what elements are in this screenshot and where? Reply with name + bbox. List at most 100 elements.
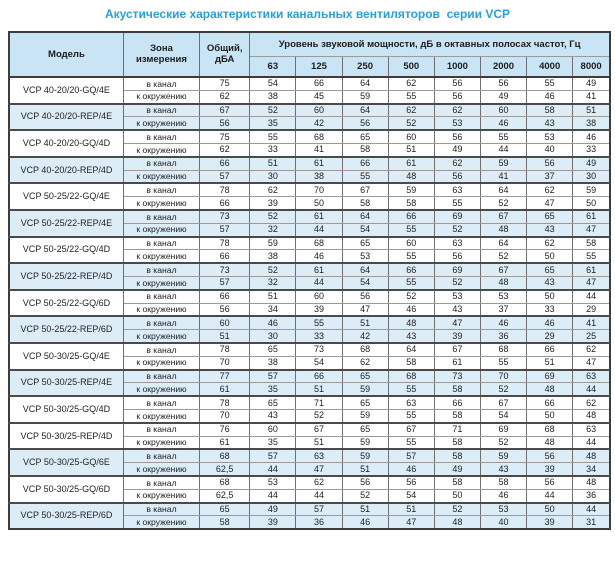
spl-value-cell-63hz: 49: [249, 501, 297, 517]
total-dba-cell: 75: [199, 129, 251, 144]
total-dba-cell: 73: [199, 262, 251, 277]
spl-value-cell-2000hz: 49: [479, 89, 528, 105]
spl-value-cell-2000hz: 43: [479, 462, 528, 477]
spl-value-cell-250hz: 59: [341, 89, 389, 105]
spl-value-cell-500hz: 66: [387, 262, 435, 277]
spl-value-cell-500hz: 64: [387, 341, 435, 357]
spl-value-cell-8000hz: 33: [572, 142, 611, 158]
total-dba-cell: 78: [199, 235, 251, 251]
spl-value-cell-63hz: 39: [249, 196, 297, 211]
model-cell: VCP 50-30/25-REP/4D: [8, 421, 124, 450]
spl-value-cell-63hz: 33: [249, 142, 297, 158]
spl-value-cell-500hz: 62: [387, 102, 435, 118]
spl-value-cell-4000hz: 50: [526, 501, 574, 517]
spl-value-cell-4000hz: 47: [526, 196, 574, 211]
spl-value-cell-4000hz: 56: [526, 448, 574, 464]
total-dba-cell: 60: [199, 315, 251, 331]
table-row: к окружению 62,5 44 44 52 54 50 46 44 36: [9, 488, 611, 504]
spl-value-cell-500hz: 55: [387, 275, 435, 291]
zone-cell: в канал: [122, 75, 201, 91]
spl-value-cell-125hz: 41: [295, 142, 343, 158]
spl-value-cell-125hz: 36: [295, 515, 343, 530]
spl-value-cell-4000hz: 50: [526, 249, 574, 264]
spl-value-cell-125hz: 38: [295, 169, 343, 184]
total-dba-cell: 57: [199, 169, 251, 184]
table-row: VCP 50-25/22-REP/6D в канал 60 46 55 51 48 47 46…: [8, 315, 611, 344]
spl-value-cell-4000hz: 48: [526, 382, 574, 397]
zone-cell: к окружению: [122, 142, 201, 158]
spl-value-cell-4000hz: 51: [526, 355, 574, 371]
spl-value-cell-8000hz: 31: [572, 515, 611, 530]
spl-value-cell-63hz: 57: [249, 448, 297, 464]
spl-value-cell-125hz: 42: [295, 116, 343, 131]
spl-value-cell-125hz: 52: [295, 408, 343, 424]
spl-value-cell-250hz: 58: [341, 196, 389, 211]
spl-value-cell-500hz: 58: [387, 196, 435, 211]
spl-value-cell-2000hz: 55: [479, 129, 528, 144]
spl-value-cell-250hz: 42: [341, 329, 389, 344]
spl-value-cell-2000hz: 52: [479, 249, 528, 264]
spl-value-cell-250hz: 54: [341, 275, 389, 291]
spl-value-cell-8000hz: 47: [572, 222, 611, 238]
spl-value-cell-125hz: 46: [295, 249, 343, 264]
zone-cell: в канал: [122, 102, 201, 118]
spl-value-cell-63hz: 65: [249, 395, 297, 410]
spl-value-cell-63hz: 35: [249, 435, 297, 450]
spl-value-cell-1000hz: 56: [433, 169, 481, 184]
spl-value-cell-63hz: 30: [249, 169, 297, 184]
total-dba-cell: 78: [199, 341, 251, 357]
spl-value-cell-1000hz: 50: [433, 488, 481, 504]
spl-value-cell-500hz: 48: [387, 315, 435, 331]
spl-value-cell-1000hz: 47: [433, 315, 481, 331]
total-dba-cell: 76: [199, 421, 251, 437]
total-dba-cell: 78: [199, 182, 251, 198]
spl-value-cell-500hz: 62: [387, 75, 435, 91]
spl-value-cell-2000hz: 69: [479, 421, 528, 437]
spl-value-cell-63hz: 34: [249, 302, 297, 317]
spl-value-cell-500hz: 55: [387, 222, 435, 238]
spl-value-cell-2000hz: 64: [479, 235, 528, 251]
spl-value-cell-125hz: 45: [295, 89, 343, 105]
header-frequency-1000: 1000: [433, 55, 481, 78]
table-row: к окружению 51 30 33 42 43 39 36 29 25: [9, 329, 611, 344]
spl-value-cell-1000hz: 69: [433, 208, 481, 224]
zone-cell: в канал: [122, 448, 201, 464]
header-frequency-8000: 8000: [572, 55, 611, 78]
spl-value-cell-63hz: 38: [249, 249, 297, 264]
header-frequency-500: 500: [387, 55, 435, 78]
spl-value-cell-4000hz: 43: [526, 116, 574, 131]
spl-value-cell-4000hz: 55: [526, 75, 574, 91]
spl-value-cell-63hz: 35: [249, 116, 297, 131]
zone-cell: к окружению: [122, 355, 201, 371]
spl-value-cell-500hz: 60: [387, 235, 435, 251]
spl-value-cell-2000hz: 44: [479, 142, 528, 158]
spl-value-cell-2000hz: 41: [479, 169, 528, 184]
spl-value-cell-2000hz: 46: [479, 488, 528, 504]
spl-value-cell-500hz: 52: [387, 116, 435, 131]
table-row: к окружению 70 38 54 62 58 61 55 51 47: [9, 355, 611, 371]
zone-cell: к окружению: [122, 275, 201, 291]
table-row: к окружению 62 33 41 58 51 49 44 40 33: [9, 142, 611, 158]
spl-value-cell-63hz: 52: [249, 102, 297, 118]
acoustics-table: Модель Зона измерения Общий, дБА Уровень…: [8, 31, 611, 531]
spl-value-cell-4000hz: 40: [526, 142, 574, 158]
spl-value-cell-63hz: 55: [249, 129, 297, 144]
spl-value-cell-8000hz: 41: [572, 315, 611, 331]
spl-value-cell-8000hz: 62: [572, 341, 611, 357]
zone-cell: в канал: [122, 235, 201, 251]
spl-value-cell-8000hz: 44: [572, 288, 611, 304]
spl-value-cell-1000hz: 52: [433, 275, 481, 291]
spl-value-cell-63hz: 39: [249, 515, 297, 530]
spl-value-cell-63hz: 59: [249, 235, 297, 251]
spl-value-cell-500hz: 67: [387, 421, 435, 437]
spl-value-cell-63hz: 43: [249, 408, 297, 424]
spl-value-cell-250hz: 51: [341, 315, 389, 331]
spl-value-cell-1000hz: 49: [433, 462, 481, 477]
spl-value-cell-4000hz: 65: [526, 208, 574, 224]
spl-value-cell-250hz: 52: [341, 488, 389, 504]
spl-value-cell-500hz: 63: [387, 395, 435, 410]
zone-cell: к окружению: [122, 222, 201, 238]
spl-value-cell-500hz: 60: [387, 129, 435, 144]
spl-value-cell-125hz: 66: [295, 75, 343, 91]
zone-cell: к окружению: [122, 302, 201, 317]
